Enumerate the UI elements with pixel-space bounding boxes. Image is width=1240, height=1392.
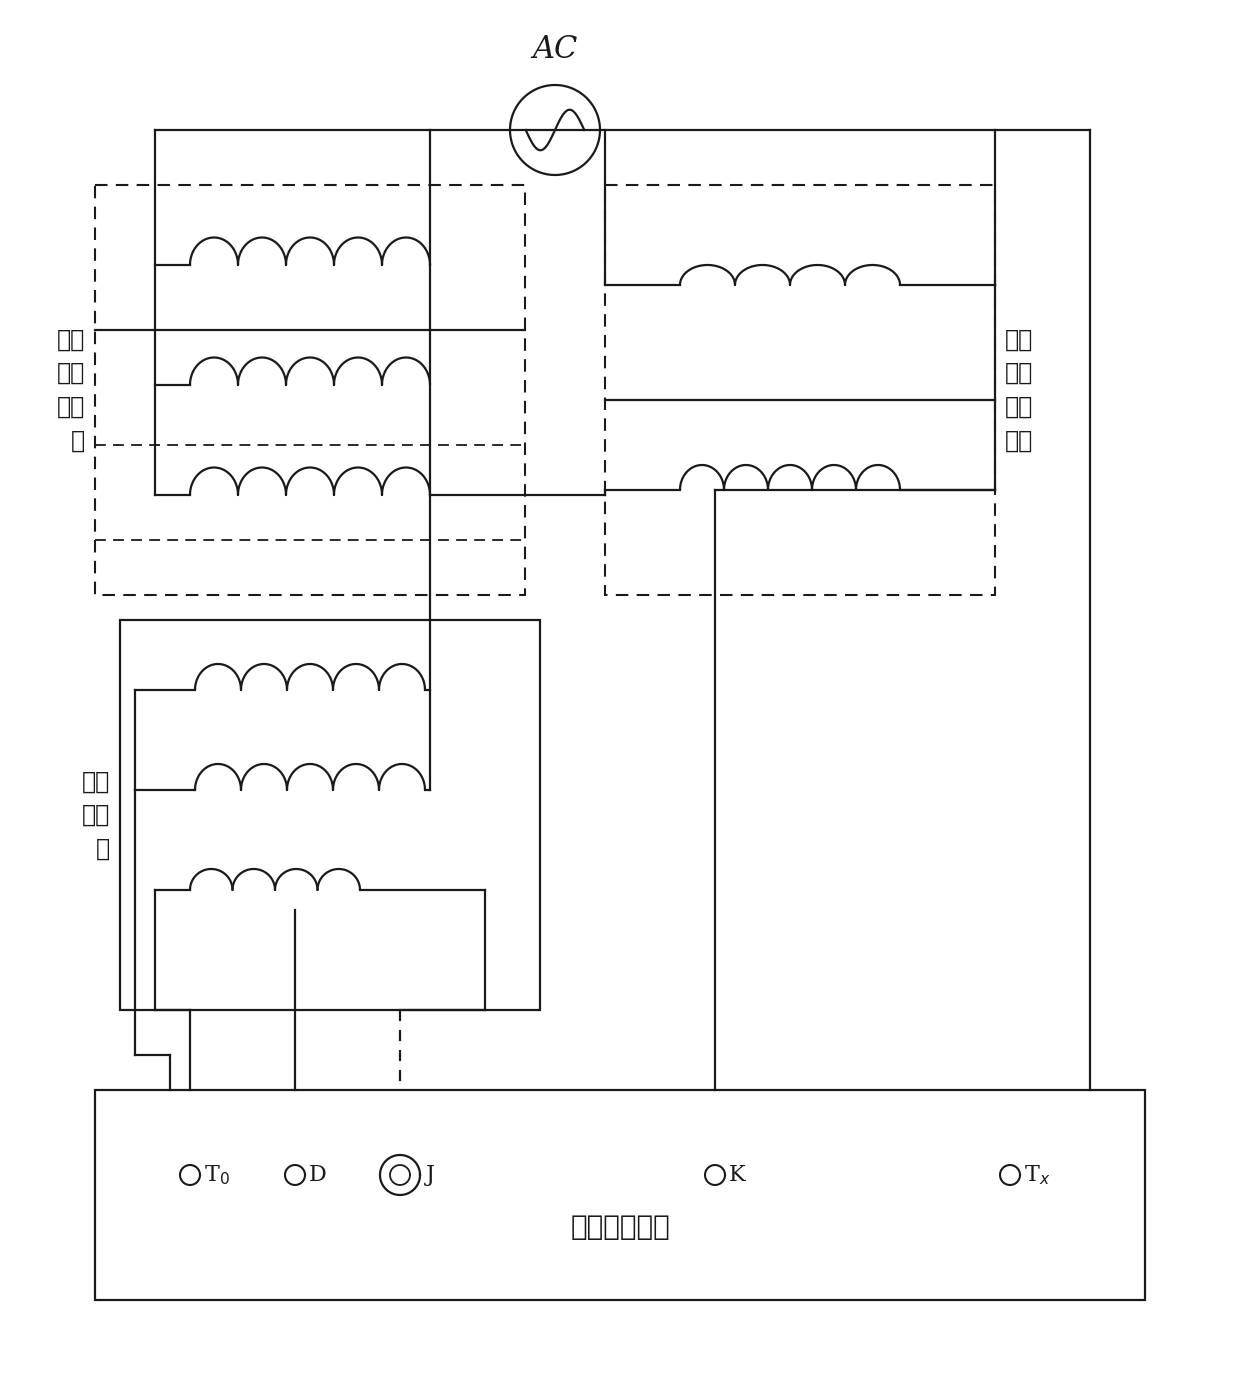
Text: 电流
比较
仪: 电流 比较 仪 [82, 770, 110, 860]
Text: T$_x$: T$_x$ [1024, 1164, 1050, 1187]
Text: 弱输
出电
流传
感器: 弱输 出电 流传 感器 [1004, 327, 1033, 452]
Text: D: D [309, 1164, 327, 1186]
Text: K: K [729, 1164, 745, 1186]
Text: AC: AC [532, 33, 578, 65]
Text: J: J [427, 1164, 435, 1186]
Text: 互感器校验仪: 互感器校验仪 [570, 1212, 670, 1240]
Text: 标准
电流
传感
器: 标准 电流 传感 器 [57, 327, 86, 452]
Text: T$_0$: T$_0$ [205, 1164, 229, 1187]
